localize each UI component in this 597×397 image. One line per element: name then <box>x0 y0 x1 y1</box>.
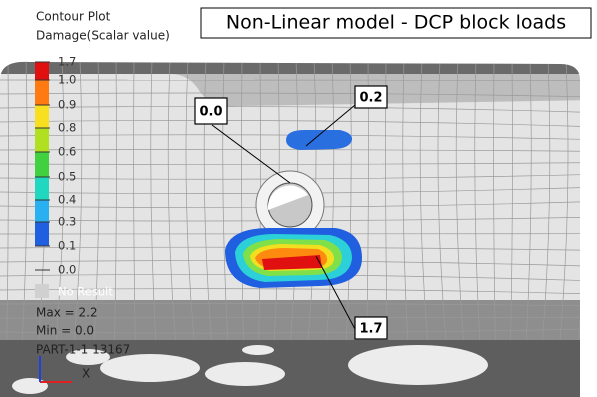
callout: 0.2 <box>359 91 382 106</box>
legend-label: No Result <box>58 285 113 299</box>
title: Non-Linear model - DCP block loads <box>226 12 566 34</box>
max-label: Max = 2.2 <box>36 306 98 320</box>
axis-x-label: X <box>82 367 90 381</box>
legend-swatch <box>35 284 49 298</box>
callout: 0.0 <box>199 105 222 120</box>
legend-label: 0.3 <box>58 215 76 229</box>
legend-swatch <box>35 80 49 105</box>
legend-label: 0.6 <box>58 145 76 159</box>
legend-label: 0.8 <box>58 121 76 135</box>
legend-swatch <box>35 222 49 246</box>
legend-swatch <box>35 152 49 177</box>
legend-swatch <box>35 177 49 200</box>
legend-swatch <box>35 128 49 152</box>
min-label: Min = 0.0 <box>36 324 94 338</box>
legend-swatch <box>35 200 49 222</box>
plot-label: Contour Plot <box>36 10 111 24</box>
quantity-label: Damage(Scalar value) <box>36 29 170 43</box>
legend-label: 0.1 <box>58 239 76 253</box>
legend-label: 0.0 <box>58 263 76 277</box>
legend-label: 0.4 <box>58 193 76 207</box>
legend-label: 0.5 <box>58 170 76 184</box>
part-label: PART-1-1 13167 <box>36 343 130 357</box>
legend-label: 1.7 <box>58 55 76 69</box>
legend-swatch <box>35 105 49 128</box>
legend-swatch <box>35 62 49 80</box>
contour-view: 1.71.00.90.80.60.50.40.30.10.0No Result … <box>0 0 597 397</box>
legend-label: 0.9 <box>58 98 76 112</box>
legend-label: 1.0 <box>58 73 76 87</box>
screenshot: 1.71.00.90.80.60.50.40.30.10.0No Result … <box>0 0 597 397</box>
callout: 1.7 <box>359 322 382 337</box>
